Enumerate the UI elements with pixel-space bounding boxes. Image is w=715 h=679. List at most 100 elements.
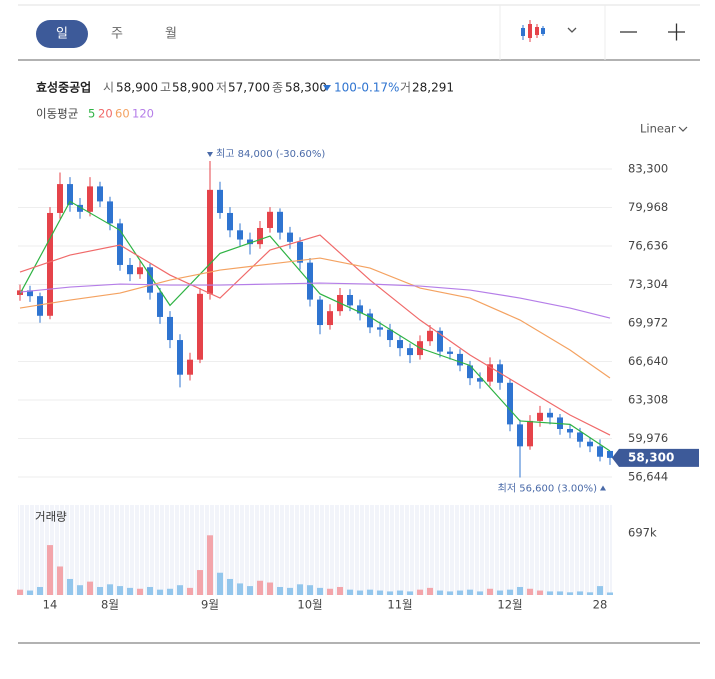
legend-entry: 5 [88, 107, 95, 121]
candle-body [67, 184, 73, 205]
volume-bar [467, 589, 473, 595]
candle-body [77, 204, 83, 212]
volume-bar [517, 586, 523, 595]
volume-bar [347, 589, 353, 595]
volume-bar [557, 591, 563, 595]
volume-bar [357, 590, 363, 595]
volume-bar [257, 580, 263, 595]
candle-body [397, 340, 403, 349]
volume-bar [327, 588, 333, 595]
candle-body [577, 432, 583, 442]
value: 57,700 [228, 81, 270, 95]
candle-body [537, 412, 543, 421]
candle-body [87, 186, 93, 212]
volume-bar [57, 566, 63, 595]
candle-body [57, 184, 63, 213]
volume-bar [407, 591, 413, 595]
high-marker [207, 151, 213, 157]
candle-body [377, 327, 383, 330]
candle-body [407, 348, 413, 356]
x-tick-label: 11월 [387, 598, 412, 612]
volume-panel [18, 505, 612, 595]
chevron[interactable] [678, 126, 688, 132]
volume-bar [17, 589, 23, 595]
volume-bar [107, 584, 113, 595]
tab-active-bg[interactable] [36, 20, 88, 48]
legend-entry: 120 [132, 107, 154, 121]
ma-title: 이동평균 [36, 107, 78, 121]
candle-body [117, 223, 123, 265]
volume-bar [237, 583, 243, 595]
candle-body [467, 365, 473, 379]
candle-body [317, 299, 323, 326]
tab[interactable]: 월 [165, 27, 177, 42]
volume-bar [187, 587, 193, 595]
y-tick-label: 73,304 [628, 277, 668, 291]
tab[interactable]: 일 [56, 27, 68, 42]
label: 고 [160, 81, 171, 95]
chart-type-button[interactable] [521, 20, 577, 42]
candle-body [487, 364, 493, 382]
candle-body [457, 353, 463, 366]
volume-bar [267, 582, 273, 595]
y-tick-label: 56,644 [628, 470, 668, 484]
candle-body [547, 412, 553, 418]
x-tick-label: 28 [593, 598, 608, 612]
volume-bar [97, 586, 103, 595]
low-annotation: 최저 56,600 (3.00%) [498, 483, 597, 495]
volume-bar [457, 590, 463, 595]
legend-entry: 60 [115, 107, 130, 121]
volume-bar [337, 586, 343, 595]
candle-body [217, 189, 223, 213]
volume-bar [287, 587, 293, 595]
candle-body [187, 359, 193, 375]
candle-body [517, 424, 523, 447]
candle-body [97, 186, 103, 202]
tab[interactable]: 주 [111, 27, 123, 42]
volume-bar [167, 588, 173, 595]
zoom-in[interactable] [668, 23, 685, 41]
volume-bar [317, 587, 323, 595]
volume-bar [277, 586, 283, 595]
candle-body [157, 292, 163, 317]
candle-body [277, 211, 283, 233]
candle-body [27, 290, 33, 297]
volume-bar [117, 586, 123, 595]
volume-bar [607, 592, 613, 595]
volume-bar [27, 590, 33, 595]
candle-body [567, 429, 573, 433]
volume-bar [537, 590, 543, 595]
scale-mode[interactable]: Linear [640, 122, 676, 136]
y-tick-label: 59,976 [628, 431, 668, 445]
volume-bar [147, 586, 153, 595]
candle-body [127, 264, 133, 275]
change-pct: -0.17% [357, 81, 399, 95]
volume-bar [177, 585, 183, 595]
candle-body [167, 316, 173, 341]
volume-bar [447, 591, 453, 595]
volume-bar [67, 578, 73, 595]
candle-body [267, 211, 273, 228]
volume-bar [157, 589, 163, 595]
volume-bar [217, 572, 223, 595]
volume-bar [487, 588, 493, 595]
candle-body [507, 382, 513, 425]
volume-bar [37, 586, 43, 595]
candle-body [527, 420, 533, 447]
moving-average [19, 200, 611, 452]
candle-body [297, 241, 303, 263]
volume-bar [547, 591, 553, 595]
legend-entry: 20 [98, 107, 113, 121]
price-tag-label: 58,300 [628, 450, 674, 464]
change: 100 [334, 81, 357, 95]
volume-bar [247, 586, 253, 595]
candle-body [367, 313, 373, 328]
value: 58,900 [172, 81, 214, 95]
volume-bar [587, 592, 593, 595]
volume-bar [567, 592, 573, 595]
volume-bar [507, 589, 513, 595]
volume-tick-label: 697k [628, 525, 657, 539]
value: 58,300 [285, 81, 327, 95]
volume-bar [87, 581, 93, 595]
